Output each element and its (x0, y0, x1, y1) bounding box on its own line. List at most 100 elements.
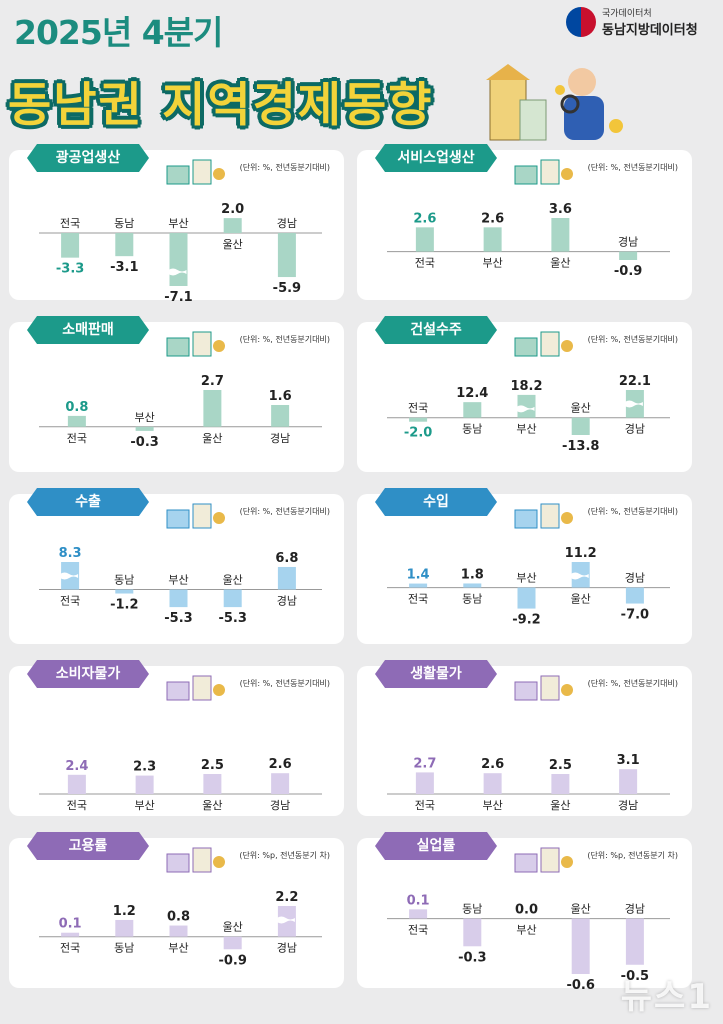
data-label: -5.3 (164, 611, 192, 626)
bar (67, 774, 86, 794)
bar-chart-employment: 0.1 전국 1.2 동남 0.8 부산 -0.9 울산 2.2 경남 (39, 890, 322, 968)
bar (517, 587, 536, 609)
data-label: -3.3 (56, 262, 84, 277)
data-label: -0.5 (621, 969, 649, 984)
bar (571, 417, 590, 435)
category-label: 부산 (516, 572, 536, 585)
data-label: 6.8 (275, 551, 298, 566)
logo-line2: 동남지방데이터청 (602, 23, 698, 38)
bar (551, 218, 570, 252)
unit-label: (단위: %, 전년동분기대비) (239, 507, 330, 516)
panel-export: 수출 (단위: %, 전년동분기대비) 8.3 전국 -1.2 동남 -5.3 부산 -5.3 울… (9, 494, 344, 644)
category-label: 울산 (202, 799, 222, 812)
bar (115, 919, 134, 937)
bar (223, 589, 242, 608)
panel-mining: 광공업생산 (단위: %, 전년동분기대비) -3.3 전국 -3.1 동남 -7.1 부산 2… (9, 150, 344, 305)
data-label: -0.9 (614, 264, 642, 279)
unit-label: (단위: %, 전년동분기대비) (239, 163, 330, 172)
bar-chart-unemployment: 0.1 전국 -0.3 동남 0.0 부산 -0.6 울산 -0.5 경남 (387, 893, 670, 993)
bar (203, 774, 222, 794)
data-label: 2.0 (221, 202, 244, 217)
bar (463, 918, 482, 947)
panel-unemployment: 실업률 (단위: %p, 전년동분기 차) 0.1 전국 -0.3 동남 0.0 부산 -0.6… (357, 838, 692, 993)
data-label: -1.2 (110, 598, 138, 613)
bar-chart-living: 2.7 전국 2.6 부산 2.5 울산 3.1 경남 (387, 753, 670, 812)
data-label: 18.2 (510, 379, 542, 394)
data-label: 2.7 (413, 756, 436, 771)
axis-break-mark (168, 268, 187, 276)
panel-illustration-icon (514, 331, 573, 357)
bar (169, 589, 188, 608)
bar (619, 251, 638, 260)
category-label: 경남 (625, 572, 645, 585)
category-label: 경남 (277, 217, 297, 230)
data-label: 2.6 (269, 757, 292, 772)
panel-title: 소비자물가 (27, 660, 149, 688)
category-label: 동남 (462, 593, 482, 606)
category-label: 부산 (168, 942, 188, 955)
bar (409, 909, 428, 919)
bar-chart-export: 8.3 전국 -1.2 동남 -5.3 부산 -5.3 울산 6.8 경남 (39, 546, 322, 626)
bar (271, 773, 290, 794)
panel-illustration-icon (166, 159, 225, 185)
bar-chart-construction: -2.0 전국 12.4 동남 18.2 부산 -13.8 울산 22.1 경남 (387, 374, 670, 454)
unit-label: (단위: %, 전년동분기대비) (239, 679, 330, 688)
magnifier-icon (560, 94, 580, 114)
category-label: 경남 (277, 595, 297, 608)
category-label: 부산 (168, 217, 188, 230)
category-label: 울산 (223, 921, 243, 934)
bar-chart-service: 2.6 전국 2.6 부산 3.6 울산 -0.9 경남 (387, 202, 670, 279)
data-label: 1.2 (113, 904, 136, 919)
category-label: 동남 (462, 423, 482, 436)
data-label: 22.1 (619, 374, 651, 389)
data-label: -7.0 (621, 608, 649, 623)
data-label: 0.1 (407, 893, 430, 908)
data-label: -0.3 (130, 435, 158, 450)
category-label: 울산 (223, 574, 243, 587)
unit-label: (단위: %, 전년동분기대비) (587, 163, 678, 172)
data-label: -2.0 (404, 426, 432, 441)
category-label: 동남 (114, 574, 134, 587)
bar (223, 218, 242, 234)
panel-title: 수출 (27, 488, 149, 516)
bar (483, 227, 502, 252)
bar (415, 772, 434, 794)
panel-employment: 고용률 (단위: %p, 전년동분기 차) 0.1 전국 1.2 동남 0.8 부산 -0.9 울… (9, 838, 344, 988)
data-label: 2.2 (275, 890, 298, 905)
news1-watermark: 뉴스1 (620, 977, 713, 1017)
unit-label: (단위: %, 전년동분기대비) (587, 335, 678, 344)
main-title: 동남권 지역경제동향 (8, 78, 434, 133)
person-icon (568, 68, 596, 96)
category-label: 울산 (550, 257, 570, 270)
category-label: 전국 (60, 942, 80, 955)
category-label: 동남 (114, 942, 134, 955)
data-label: 1.4 (407, 568, 430, 583)
bar (619, 769, 638, 794)
category-label: 경남 (618, 236, 638, 249)
category-label: 부산 (135, 411, 155, 424)
data-label: 2.5 (549, 758, 572, 773)
data-label: -9.2 (512, 613, 540, 628)
data-label: -3.1 (110, 260, 138, 275)
panel-service: 서비스업생산 (단위: %, 전년동분기대비) 2.6 전국 2.6 부산 3.6 울산 -0.… (357, 150, 692, 300)
bar (223, 936, 242, 950)
panel-illustration-icon (166, 331, 225, 357)
bar (463, 402, 482, 418)
data-label: 2.6 (481, 757, 504, 772)
axis-break-mark (570, 572, 589, 580)
axis-break-mark (516, 405, 535, 413)
category-label: 울산 (550, 799, 570, 812)
axis-break-mark (60, 572, 79, 580)
category-label: 전국 (408, 593, 428, 606)
bar (61, 233, 80, 258)
bar (483, 773, 502, 794)
bar (169, 233, 188, 286)
category-label: 전국 (60, 595, 80, 608)
data-label: -5.9 (273, 281, 301, 296)
bar (625, 918, 644, 965)
data-label: 2.3 (133, 760, 156, 775)
bar (551, 774, 570, 794)
bar (61, 932, 80, 937)
bar (277, 233, 296, 278)
data-label: 2.6 (413, 211, 436, 226)
